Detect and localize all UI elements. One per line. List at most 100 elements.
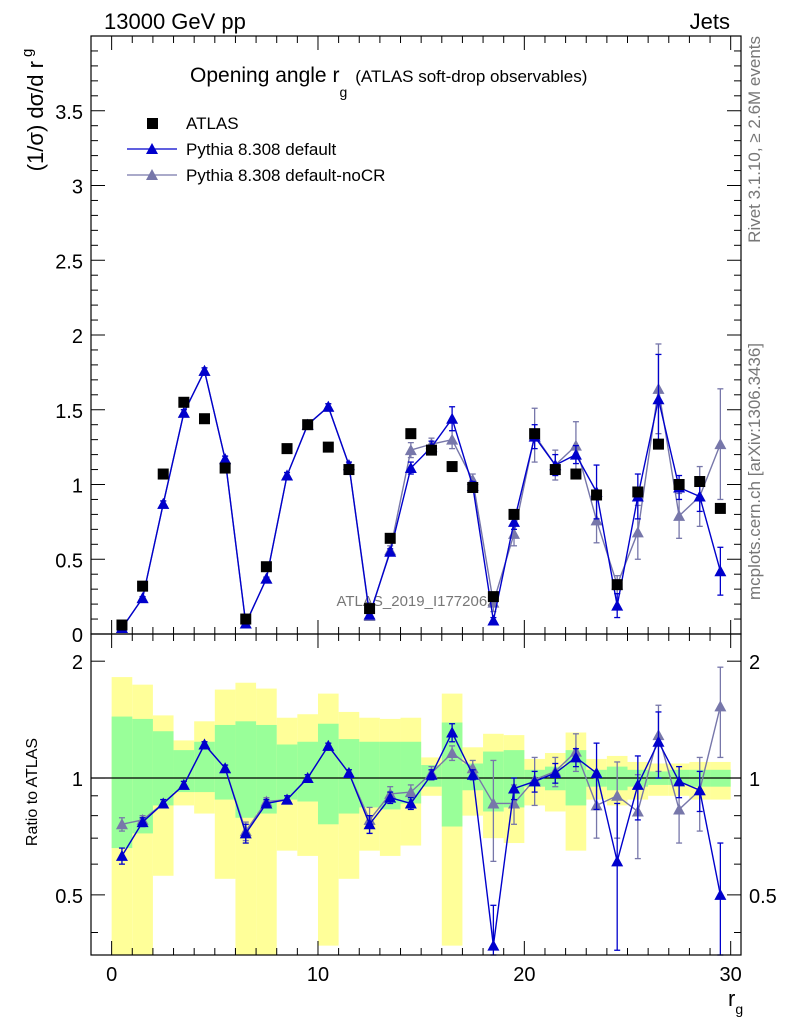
ratio-pythia-default-point xyxy=(404,797,417,809)
ratio-pythia-default-point xyxy=(446,726,459,738)
atlas-point xyxy=(219,462,231,474)
ratio-band-inner xyxy=(111,716,133,849)
main-ytick-label: 2 xyxy=(72,326,83,348)
legend-marker-pythia-nocr xyxy=(146,169,158,180)
ratio-pythia-default-point xyxy=(198,738,211,750)
pythia-default-point xyxy=(157,497,170,509)
pythia-default-point xyxy=(322,400,335,412)
legend-label-atlas: ATLAS xyxy=(186,114,239,133)
pythia-default-point xyxy=(177,406,190,418)
pythia-default-point xyxy=(693,490,706,502)
pythia-default-point xyxy=(569,448,582,460)
ratio-band-inner xyxy=(276,744,298,800)
main-panel: 0 0.5 1 1.5 2 2.5 3 3.5 ATLAS_2019_I1772062 Ope… xyxy=(19,35,742,647)
ratio-pythia-default-point xyxy=(466,768,479,780)
pythia-nocr-point xyxy=(714,438,727,450)
ratio-pythia-default-point xyxy=(508,782,521,794)
atlas-point xyxy=(446,461,458,473)
chart-title-paren: (ATLAS soft-drop observables) xyxy=(355,67,587,86)
analysis-watermark: ATLAS_2019_I1772062 xyxy=(336,593,495,610)
ratio-pythia-nocr-point xyxy=(487,797,500,809)
ratio-pythia-default-line xyxy=(121,730,722,946)
ratio-pythia-nocr-point xyxy=(611,789,624,801)
ratio-band-inner xyxy=(379,741,401,810)
main-ytick-label: 1 xyxy=(72,476,83,498)
ratio-ytick-label: 0.5 xyxy=(55,886,83,908)
atlas-point xyxy=(157,468,169,480)
ratio-pythia-default-point xyxy=(301,772,314,784)
pythia-nocr-point xyxy=(446,433,459,445)
ratio-band-inner xyxy=(317,723,339,825)
atlas-point xyxy=(364,603,376,615)
ratio-pythia-default-point xyxy=(611,855,624,867)
ratio-pythia-default-point xyxy=(342,767,355,779)
ratio-band-inner xyxy=(173,750,195,793)
atlas-point xyxy=(611,579,623,591)
chart-title-main: Opening angle r xyxy=(190,64,339,87)
pythia-default-point xyxy=(404,462,417,474)
atlas-point xyxy=(632,486,644,498)
atlas-point xyxy=(405,428,417,440)
ratio-pythia-default-point xyxy=(219,762,232,774)
atlas-point xyxy=(570,468,582,480)
ratio-data-marks xyxy=(115,666,727,956)
main-ytick-label: 0 xyxy=(72,625,83,647)
ratio-pythia-default-point xyxy=(157,797,170,809)
ratio-pythia-default-point xyxy=(487,939,500,951)
ratio-pythia-nocr-point xyxy=(404,786,417,798)
ratio-pythia-default-point xyxy=(239,827,252,839)
ratio-ytick-label-right: 0.5 xyxy=(749,886,777,908)
pythia-nocr-point xyxy=(590,514,603,526)
pythia-default-point xyxy=(260,572,273,584)
legend-marker-atlas xyxy=(147,118,158,129)
pythia-default-point xyxy=(446,412,459,424)
ratio-pythia-default-point xyxy=(673,775,686,787)
ratio-xlabel: rg xyxy=(728,986,743,1017)
atlas-point xyxy=(384,532,396,544)
atlas-point xyxy=(529,428,541,440)
main-ytick-label: 3 xyxy=(72,177,83,199)
ratio-pythia-nocr-point xyxy=(446,747,459,759)
ratio-xtick-label: 0 xyxy=(106,964,117,986)
ratio-pythia-default-point xyxy=(177,778,190,790)
ratio-pythia-default-point xyxy=(528,775,541,787)
legend: ATLAS Pythia 8.308 default Pythia 8.308 … xyxy=(127,114,385,185)
ratio-pythia-nocr-point xyxy=(508,797,521,809)
main-ytick-label: 2.5 xyxy=(55,251,83,273)
legend-label-pythia-nocr: Pythia 8.308 default-noCR xyxy=(186,166,385,185)
ratio-pythia-nocr-point xyxy=(673,803,686,815)
ratio-band-inner xyxy=(359,741,380,808)
ratio-band-inner xyxy=(152,731,174,806)
atlas-point xyxy=(673,479,685,490)
atlas-point xyxy=(714,502,726,514)
atlas-point xyxy=(260,561,272,573)
ratio-ytick-label: 1 xyxy=(72,769,83,791)
atlas-point xyxy=(137,580,149,592)
ratio-pythia-default-point xyxy=(693,784,706,796)
ratio-xlabel-sub: g xyxy=(735,1001,743,1017)
ratio-pythia-default-point xyxy=(384,791,397,803)
legend-entry-pythia-nocr: Pythia 8.308 default-noCR xyxy=(127,166,385,185)
atlas-point xyxy=(178,396,190,408)
ratio-band-inner xyxy=(235,721,257,818)
main-axis-ticks: 0 0.5 1 1.5 2 2.5 3 3.5 xyxy=(55,36,741,647)
ratio-pythia-default-point xyxy=(631,778,644,790)
ratio-band-inner xyxy=(132,718,153,834)
pythia-nocr-point xyxy=(631,526,644,538)
main-data-marks xyxy=(115,343,727,634)
ratio-pythia-nocr-point xyxy=(466,762,479,774)
ratio-panel: 0.5 0.51 12 20 10 20 30 Ratio to ATLAS rg xyxy=(24,633,777,1017)
main-ylabel-sub: g xyxy=(19,49,36,57)
atlas-point xyxy=(343,464,355,476)
legend-marker-pythia-default xyxy=(146,143,158,154)
main-ylabel: (1/σ) dσ/d r g xyxy=(19,49,48,172)
ratio-pythia-default-point xyxy=(652,735,665,747)
atlas-point xyxy=(302,419,314,431)
ratio-pythia-nocr-point xyxy=(714,700,727,712)
main-ylabel-main: (1/σ) dσ/d r xyxy=(23,61,48,171)
pythia-default-point xyxy=(384,545,397,557)
ratio-pythia-default-point xyxy=(590,767,603,779)
ratio-pythia-default-point xyxy=(136,816,149,828)
ratio-pythia-default-point xyxy=(549,767,562,779)
ratio-pythia-default-point xyxy=(425,768,438,780)
